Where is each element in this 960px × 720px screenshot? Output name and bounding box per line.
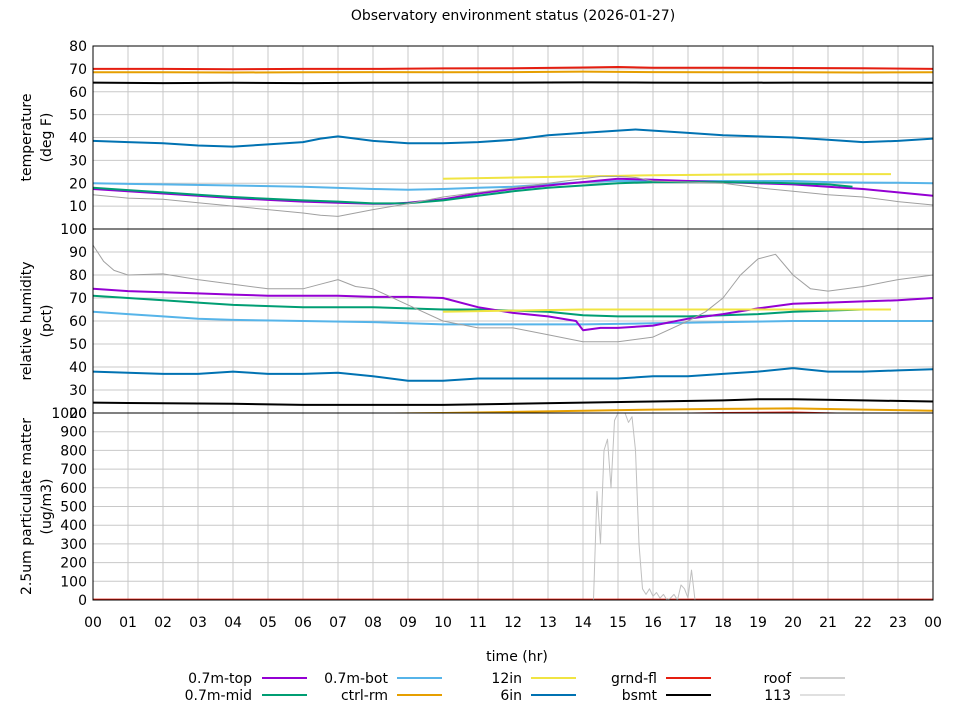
y-tick-label: 70 [69,291,87,307]
x-tick-label: 15 [609,615,627,631]
legend-label-12in: 12in [491,671,522,687]
y-axis-label: temperature [19,94,35,182]
legend-label-0.7m-bot: 0.7m-bot [324,671,388,687]
x-tick-label: 08 [364,615,382,631]
y-tick-label: 900 [60,425,87,441]
x-tick-label: 04 [224,615,242,631]
y-tick-label: 700 [60,462,87,478]
y-axis-label: (deg F) [39,113,55,163]
y-tick-label: 40 [69,131,87,147]
y-tick-label: 80 [69,39,87,55]
series-line-ctrl-rm [93,70,933,74]
series-line-0.7m-top [93,287,933,332]
legend-label-grnd-fl: grnd-fl [611,671,657,687]
x-tick-label: 05 [259,615,277,631]
x-tick-label: 00 [924,615,942,631]
y-tick-label: 800 [60,443,87,459]
x-tick-label: 21 [819,615,837,631]
legend-label-6in: 6in [500,688,522,704]
y-tick-label: 400 [60,518,87,534]
y-tick-label: 20 [69,406,87,422]
x-tick-label: 06 [294,615,312,631]
legend-label-0.7m-top: 0.7m-top [188,671,252,687]
y-tick-label: 30 [69,383,87,399]
y-tick-label: 20 [69,176,87,192]
panel-frame [92,412,934,601]
legend-label-ctrl-rm: ctrl-rm [341,688,388,704]
y-tick-label: 0 [78,222,87,238]
x-axis: 00 01 02 03 04 05 06 07 08 09 10 11 12 13 14 15 16 17 18 19… [84,615,942,631]
y-tick-label: 0 [78,593,87,609]
series-line-grnd-fl [93,66,933,71]
series-group [93,66,933,217]
x-tick-label: 07 [329,615,347,631]
legend-label-0.7m-mid: 0.7m-mid [185,688,252,704]
series-line-12in [442,308,891,313]
y-tick-label: 100 [60,574,87,590]
y-tick-label: 500 [60,500,87,516]
y-axis-label: relative humidity [19,261,35,380]
panel-temperature: 0 10 20 30 40 50 60 70 80 temperature (deg F) [19,39,934,238]
series-line-bsmt [93,81,933,85]
series-line-bsmt [93,398,933,406]
panel-humidity: 20 30 40 50 60 70 80 90 100 relative humidity (pct… [19,222,934,422]
x-tick-label: 12 [504,615,522,631]
series-line-0.7m-mid [93,181,853,205]
legend-label-roof: roof [763,671,792,687]
y-tick-label: 60 [69,85,87,101]
x-tick-label: 03 [189,615,207,631]
x-tick-label: 19 [749,615,767,631]
x-tick-label: 13 [539,615,557,631]
panel-pm25: 0 100 200 300 400 500 600 700 800 900 1000 2.5um pa… [19,406,934,609]
legend-label-bsmt: bsmt [622,688,658,704]
x-tick-label: 17 [679,615,697,631]
y-tick-label: 200 [60,556,87,572]
chart-panels: 0 10 20 30 40 50 60 70 80 temperature (deg F) 20 30 4… [19,39,934,609]
y-tick-label: 600 [60,481,87,497]
y-tick-label: 50 [69,108,87,124]
x-tick-label: 09 [399,615,417,631]
series-group [93,244,933,413]
series-line-0.7m-top [93,177,933,205]
y-tick-label: 30 [69,153,87,169]
y-axis-label: 2.5um particulate matter [19,418,35,595]
series-line-12in [442,173,891,180]
y-tick-label: 1000 [51,406,87,422]
y-tick-label: 90 [69,245,87,261]
y-tick-label: 60 [69,314,87,330]
x-tick-label: 14 [574,615,592,631]
x-tick-label: 18 [714,615,732,631]
x-axis-label: time (hr) [486,649,548,665]
series-line-roof [93,175,933,217]
y-tick-label: 70 [69,62,87,78]
x-tick-label: 11 [469,615,487,631]
y-tick-label: 100 [60,222,87,238]
legend-label-113: 113 [764,688,791,704]
series-line-0.7m-bot [93,310,933,326]
series-line-113 [593,413,699,600]
y-tick-label: 40 [69,360,87,376]
y-tick-label: 300 [60,537,87,553]
x-tick-label: 10 [434,615,452,631]
x-tick-label: 22 [854,615,872,631]
y-tick-label: 50 [69,337,87,353]
x-tick-label: 23 [889,615,907,631]
series-line-roof [93,244,933,343]
y-axis-label: (pct) [39,305,55,338]
x-tick-label: 01 [119,615,137,631]
chart-title: Observatory environment status (2026-01-… [351,8,675,24]
x-tick-label: 02 [154,615,172,631]
series-line-ctrl-rm [267,407,933,413]
y-axis-label: (ug/m3) [39,479,55,535]
y-tick-label: 80 [69,268,87,284]
series-line-6in [93,367,933,382]
x-tick-label: 20 [784,615,802,631]
y-tick-label: 10 [69,199,87,215]
x-tick-label: 16 [644,615,662,631]
series-line-6in [93,128,933,148]
x-tick-label: 00 [84,615,102,631]
